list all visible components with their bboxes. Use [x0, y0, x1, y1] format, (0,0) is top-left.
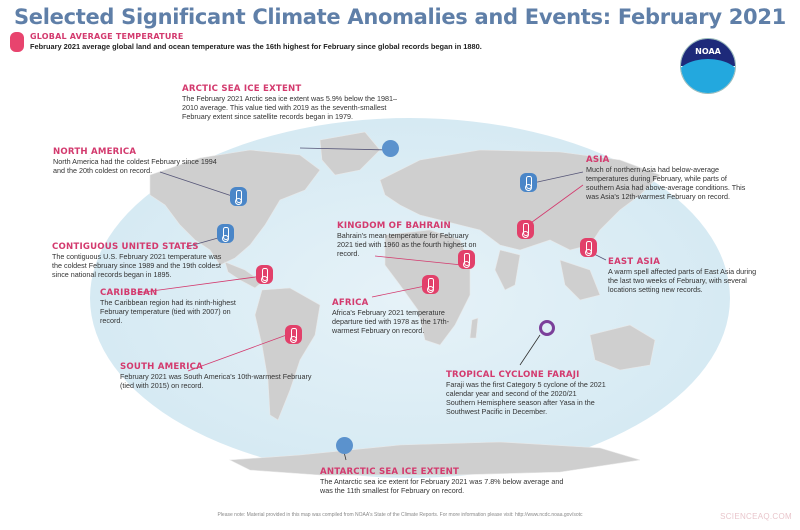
annotation-caribbean: CARIBBEAN The Caribbean region had its n… — [100, 288, 245, 325]
annotation-text: The February 2021 Arctic sea ice extent … — [182, 94, 397, 121]
logo-label: NOAA — [695, 47, 721, 56]
thermometer-warm-icon — [10, 32, 24, 52]
annotation-heading: KINGDOM OF BAHRAIN — [337, 221, 451, 231]
annotation-heading: ASIA — [586, 155, 610, 165]
annotation-text: The contiguous U.S. February 2021 temper… — [52, 252, 222, 279]
asia-thermometer-warm-icon — [517, 220, 534, 239]
annotation-heading: NORTH AMERICA — [53, 147, 137, 157]
annotation-text: Much of northern Asia had below-average … — [586, 165, 746, 201]
annotation-africa: AFRICA Africa's February 2021 temperatur… — [332, 298, 467, 335]
north-america-thermometer-cold-icon — [230, 187, 247, 206]
annotation-heading: GLOBAL AVERAGE TEMPERATURE — [30, 32, 184, 41]
noaa-logo-icon: NOAA — [680, 38, 736, 94]
annotation-heading: CARIBBEAN — [100, 288, 158, 298]
global-average-temperature: GLOBAL AVERAGE TEMPERATURE February 2021… — [30, 32, 650, 51]
annotation-text: February 2021 was South America's 10th-w… — [120, 372, 312, 390]
leader-lines — [136, 147, 607, 461]
annotation-faraji: TROPICAL CYCLONE FARAJI Faraji was the f… — [446, 370, 606, 416]
asia-thermometer-cold-icon — [520, 173, 537, 192]
page-title: Selected Significant Climate Anomalies a… — [13, 5, 786, 29]
annotation-heading: SOUTH AMERICA — [120, 362, 203, 372]
annotation-antarctic: ANTARCTIC SEA ICE EXTENT The Antarctic s… — [320, 467, 570, 495]
annotation-text: The Antarctic sea ice extent for Februar… — [320, 477, 564, 495]
watermark: SCIENCEAQ.COM — [720, 512, 792, 521]
cyclone-category-5-icon — [539, 320, 555, 336]
annotation-text: Africa's February 2021 temperature depar… — [332, 308, 450, 335]
annotation-text: Faraji was the first Category 5 cyclone … — [446, 380, 606, 416]
annotation-text: Bahrain's mean temperature for February … — [337, 231, 477, 258]
annotation-heading: ARCTIC SEA ICE EXTENT — [182, 84, 302, 94]
annotation-east-asia: EAST ASIA A warm spell affected parts of… — [608, 257, 758, 294]
annotation-text: February 2021 average global land and oc… — [30, 42, 482, 51]
bahrain-thermometer-warm-icon — [458, 250, 475, 269]
annotation-heading: CONTIGUOUS UNITED STATES — [52, 242, 199, 252]
annotation-text: A warm spell affected parts of East Asia… — [608, 267, 757, 294]
footer-note: Please note: Material provided in this m… — [217, 512, 583, 518]
annotation-text: The Caribbean region had its ninth-highe… — [100, 298, 236, 325]
annotation-text: North America had the coldest February s… — [53, 157, 217, 175]
contiguous-us-thermometer-cold-icon — [217, 224, 234, 243]
caribbean-thermometer-warm-icon — [256, 265, 273, 284]
annotation-north-america: NORTH AMERICA North America had the cold… — [53, 147, 223, 175]
africa-thermometer-warm-icon — [422, 275, 439, 294]
annotation-arctic: ARCTIC SEA ICE EXTENT The February 2021 … — [182, 84, 402, 121]
south-america-thermometer-warm-icon — [285, 325, 302, 344]
annotation-heading: AFRICA — [332, 298, 369, 308]
annotation-contiguous-us: CONTIGUOUS UNITED STATES The contiguous … — [52, 242, 222, 279]
annotation-heading: ANTARCTIC SEA ICE EXTENT — [320, 467, 460, 477]
antarctic-sea-ice-icon — [336, 437, 353, 454]
land-masses — [149, 131, 661, 476]
annotation-bahrain: KINGDOM OF BAHRAIN Bahrain's mean temper… — [337, 221, 482, 258]
arctic-sea-ice-icon — [382, 140, 399, 157]
annotation-heading: TROPICAL CYCLONE FARAJI — [446, 370, 580, 380]
annotation-asia: ASIA Much of northern Asia had below-ave… — [586, 155, 756, 201]
annotation-heading: EAST ASIA — [608, 257, 661, 267]
east-asia-thermometer-warm-icon — [580, 238, 597, 257]
annotation-south-america: SOUTH AMERICA February 2021 was South Am… — [120, 362, 320, 390]
